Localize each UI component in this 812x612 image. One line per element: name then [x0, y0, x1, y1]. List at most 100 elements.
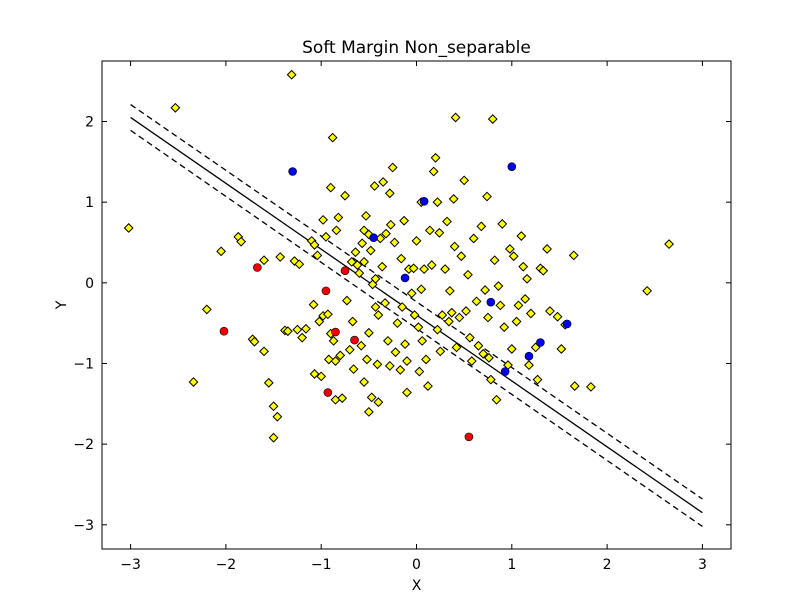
diamond-point: [383, 335, 393, 346]
x-tick-label: −3: [120, 557, 141, 573]
diamond-point: [440, 264, 450, 275]
diamond-point: [664, 239, 674, 250]
diamond-point: [556, 344, 567, 354]
diamond-point: [380, 298, 390, 308]
circle-point: [500, 367, 510, 376]
diamond-point: [442, 216, 452, 227]
circle-point: [536, 338, 545, 347]
diamond-point: [309, 240, 320, 250]
diamond-point: [301, 323, 311, 334]
diamond-point: [363, 406, 374, 417]
circle-point: [562, 319, 572, 329]
diamond-point: [432, 324, 443, 335]
diamond-point: [408, 263, 419, 274]
diamond-point: [461, 306, 471, 316]
diamond-point: [428, 166, 439, 177]
diamond-point: [370, 273, 381, 284]
x-axis-label: X: [412, 578, 422, 594]
diamond-point: [448, 194, 459, 204]
diamond-point: [396, 253, 407, 264]
diamond-point: [377, 261, 388, 272]
diamond-point: [532, 374, 543, 385]
circle-point: [219, 326, 229, 336]
diamond-point: [323, 354, 334, 365]
diamond-point: [216, 246, 227, 257]
diamond-point: [424, 225, 435, 236]
diamond-point: [249, 336, 260, 347]
diamond-point: [259, 346, 269, 357]
diamond-point: [471, 296, 482, 307]
diamond-point: [400, 339, 410, 350]
diamond-point: [322, 309, 333, 320]
data-points: [123, 69, 674, 443]
diamond-point: [435, 346, 446, 357]
diamond-point: [366, 392, 377, 403]
plot-frame: [101, 60, 732, 550]
diamond-point: [123, 223, 134, 233]
diamond-point: [491, 394, 502, 405]
y-tick-label: 0: [85, 276, 94, 292]
diamond-point: [395, 365, 406, 375]
diamond-point: [372, 359, 383, 370]
diamond-point: [419, 264, 430, 275]
diamond-point: [454, 312, 465, 323]
diamond-point: [392, 318, 403, 329]
diamond-point: [451, 342, 462, 353]
diamond-point: [294, 259, 305, 270]
y-tick-label: −2: [73, 437, 94, 453]
diamond-point: [268, 401, 279, 412]
diamond-point: [416, 284, 427, 295]
diamond-point: [525, 308, 536, 319]
diamond-point: [201, 304, 212, 315]
diamond-point: [350, 247, 361, 258]
diamond-point: [476, 221, 487, 232]
x-tick-label: 0: [412, 557, 421, 573]
diamond-point: [297, 332, 308, 343]
y-tick-label: −3: [73, 518, 94, 534]
diamond-point: [272, 411, 283, 422]
diamond-point: [337, 393, 348, 404]
y-tick-label: −1: [73, 356, 94, 372]
diamond-point: [642, 285, 653, 296]
diamond-point: [432, 197, 443, 208]
diamond-point: [409, 310, 420, 320]
diamond-point: [513, 300, 524, 311]
plot-area: [102, 61, 731, 549]
diamond-point: [389, 237, 400, 248]
diamond-point: [449, 241, 460, 252]
diamond-point: [520, 294, 531, 304]
diamond-point: [485, 374, 496, 385]
y-tick-label: 2: [85, 114, 94, 130]
diamond-point: [468, 233, 479, 244]
diamond-point: [484, 352, 494, 363]
diamond-point: [473, 340, 484, 351]
diamond-point: [236, 236, 247, 247]
diamond-point: [495, 300, 506, 311]
x-tick-label: −1: [311, 557, 332, 573]
diamond-point: [331, 225, 342, 236]
diamond-point: [373, 310, 384, 320]
diamond-point: [483, 312, 493, 323]
diamond-point: [328, 335, 339, 346]
diamond-point: [362, 354, 372, 365]
diamond-point: [282, 326, 293, 337]
diamond-point: [446, 307, 457, 318]
diamond-point: [268, 432, 279, 443]
diamond-point: [342, 295, 352, 306]
diamond-point: [381, 228, 391, 239]
diamond-point: [466, 356, 477, 366]
circle-point: [323, 388, 333, 397]
chart-title: Soft Margin Non_separable: [302, 38, 531, 58]
x-tick-label: 3: [698, 557, 707, 573]
diamond-point: [263, 377, 274, 388]
diamond-point: [413, 322, 424, 333]
diamond-point: [516, 231, 527, 241]
diamond-point: [414, 366, 425, 377]
diamond-point: [188, 377, 199, 387]
diamond-point: [482, 191, 492, 202]
diamond-point: [292, 324, 303, 335]
diamond-point: [504, 244, 515, 254]
diamond-point: [369, 181, 380, 191]
diamond-point: [384, 188, 395, 199]
